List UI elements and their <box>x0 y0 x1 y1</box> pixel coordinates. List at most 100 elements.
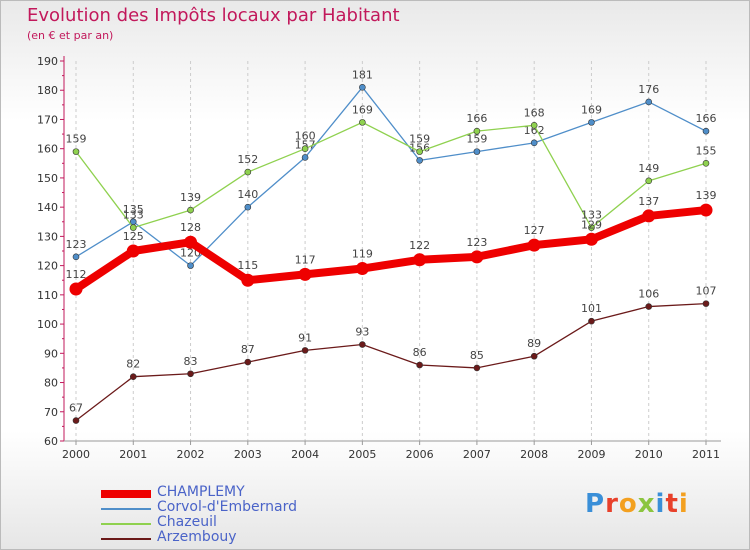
data-label-champlemy-2002: 128 <box>180 221 201 234</box>
legend-swatch-champlemy <box>101 490 151 498</box>
data-label-arzembouy-2001: 82 <box>126 358 140 371</box>
point-chazeuil-2010 <box>645 177 653 185</box>
y-tick-label-60: 60 <box>44 435 58 448</box>
data-label-champlemy-2007: 123 <box>466 236 487 249</box>
data-label-chazeuil-2010: 149 <box>638 162 659 175</box>
data-label-corvol-d-embernard-2000: 123 <box>66 238 87 251</box>
point-chazeuil-2007 <box>473 127 481 135</box>
point-chazeuil-2002 <box>187 206 194 214</box>
logo-letter: r <box>605 489 619 519</box>
series-line-chazeuil <box>75 121 707 229</box>
point-corvol-d-embernard-2003 <box>244 203 252 211</box>
x-tick-label-2003: 2003 <box>234 448 262 461</box>
legend-item-arzembouy: Arzembouy <box>101 529 361 546</box>
data-label-corvol-d-embernard-2010: 176 <box>638 83 659 96</box>
data-label-arzembouy-2000: 67 <box>69 402 83 415</box>
legend: CHAMPLEMY Corvol-d'Embernard Chazeuil Arzem… <box>101 484 361 546</box>
data-label-arzembouy-2011: 107 <box>696 285 717 298</box>
point-arzembouy-2007 <box>473 364 481 372</box>
point-chazeuil-2001 <box>129 224 137 231</box>
point-arzembouy-2009 <box>588 317 595 325</box>
data-label-champlemy-2008: 127 <box>524 224 545 237</box>
data-label-arzembouy-2008: 89 <box>527 337 541 350</box>
point-arzembouy-2001 <box>129 373 137 380</box>
point-chazeuil-2009 <box>588 224 595 231</box>
data-label-champlemy-2005: 119 <box>352 248 373 261</box>
point-corvol-d-embernard-2006 <box>416 157 423 164</box>
data-label-chazeuil-2006: 159 <box>409 133 430 146</box>
point-champlemy-2006 <box>413 253 427 267</box>
y-tick-label-70: 70 <box>44 406 58 419</box>
point-arzembouy-2005 <box>359 341 366 348</box>
data-label-corvol-d-embernard-2009: 169 <box>581 103 602 116</box>
data-label-arzembouy-2009: 101 <box>581 302 602 315</box>
point-corvol-d-embernard-2010 <box>645 98 653 106</box>
point-champlemy-2009 <box>584 232 598 246</box>
data-label-chazeuil-2011: 155 <box>696 144 717 157</box>
point-chazeuil-2008 <box>530 122 538 129</box>
point-corvol-d-embernard-2000 <box>72 253 80 261</box>
data-label-chazeuil-2003: 152 <box>237 153 258 166</box>
point-champlemy-2008 <box>527 238 541 252</box>
logo-letter: P <box>585 489 606 519</box>
data-label-chazeuil-2007: 166 <box>466 112 487 125</box>
point-champlemy-2003 <box>241 273 255 287</box>
y-tick-label-180: 180 <box>37 84 58 97</box>
point-corvol-d-embernard-2009 <box>588 119 595 126</box>
data-label-champlemy-2000: 112 <box>66 268 87 281</box>
logo-letter: x <box>637 489 656 519</box>
data-label-champlemy-2004: 117 <box>295 253 316 266</box>
point-champlemy-2002 <box>184 235 198 249</box>
data-label-chazeuil-2009: 133 <box>581 209 602 222</box>
x-tick-label-2011: 2011 <box>692 448 720 461</box>
data-label-chazeuil-2004: 160 <box>295 130 316 143</box>
legend-item-champlemy: CHAMPLEMY <box>101 484 361 501</box>
data-label-chazeuil-2008: 168 <box>524 106 545 119</box>
point-chazeuil-2011 <box>702 160 710 167</box>
x-tick-label-2007: 2007 <box>463 448 491 461</box>
legend-swatch-chazeuil <box>101 523 151 525</box>
y-tick-label-170: 170 <box>37 113 58 126</box>
data-label-arzembouy-2004: 91 <box>298 331 312 344</box>
data-label-arzembouy-2005: 93 <box>355 326 369 339</box>
point-corvol-d-embernard-2005 <box>359 84 366 91</box>
legend-label-arzembouy: Arzembouy <box>157 529 237 545</box>
legend-label-chazeuil: Chazeuil <box>157 514 217 530</box>
data-label-corvol-d-embernard-2011: 166 <box>696 112 717 125</box>
data-label-chazeuil-2005: 169 <box>352 103 373 116</box>
point-arzembouy-2006 <box>416 361 423 369</box>
point-arzembouy-2010 <box>645 303 653 310</box>
point-arzembouy-2011 <box>702 300 710 307</box>
y-tick-label-120: 120 <box>37 260 58 273</box>
series-line-champlemy <box>72 206 710 293</box>
legend-item-corvol-d-embernard: Corvol-d'Embernard <box>101 499 361 516</box>
point-chazeuil-2003 <box>244 168 252 176</box>
x-tick-label-2009: 2009 <box>577 448 605 461</box>
point-chazeuil-2000 <box>72 148 80 155</box>
x-tick-label-2008: 2008 <box>520 448 548 461</box>
point-champlemy-2007 <box>470 250 484 264</box>
y-tick-label-150: 150 <box>37 172 58 185</box>
data-label-champlemy-2006: 122 <box>409 239 430 252</box>
x-tick-label-2004: 2004 <box>291 448 319 461</box>
y-tick-label-100: 100 <box>37 318 58 331</box>
data-label-chazeuil-2000: 159 <box>66 133 87 146</box>
data-label-champlemy-2011: 139 <box>696 189 717 202</box>
x-tick-label-2010: 2010 <box>635 448 663 461</box>
point-arzembouy-2008 <box>530 352 538 360</box>
data-label-chazeuil-2002: 139 <box>180 191 201 204</box>
point-champlemy-2004 <box>298 267 312 281</box>
point-champlemy-2011 <box>699 203 713 217</box>
logo-letter: i <box>678 489 689 519</box>
data-label-corvol-d-embernard-2006: 156 <box>409 141 430 154</box>
data-label-champlemy-2010: 137 <box>638 195 659 208</box>
point-corvol-d-embernard-2004 <box>301 154 309 161</box>
chart-subtitle: (en € et par an) <box>27 29 114 42</box>
data-label-champlemy-2003: 115 <box>237 259 258 272</box>
data-label-corvol-d-embernard-2005: 181 <box>352 68 373 81</box>
point-chazeuil-2004 <box>301 145 309 152</box>
legend-label-corvol-d-embernard: Corvol-d'Embernard <box>157 499 297 515</box>
data-label-chazeuil-2001: 133 <box>123 209 144 222</box>
